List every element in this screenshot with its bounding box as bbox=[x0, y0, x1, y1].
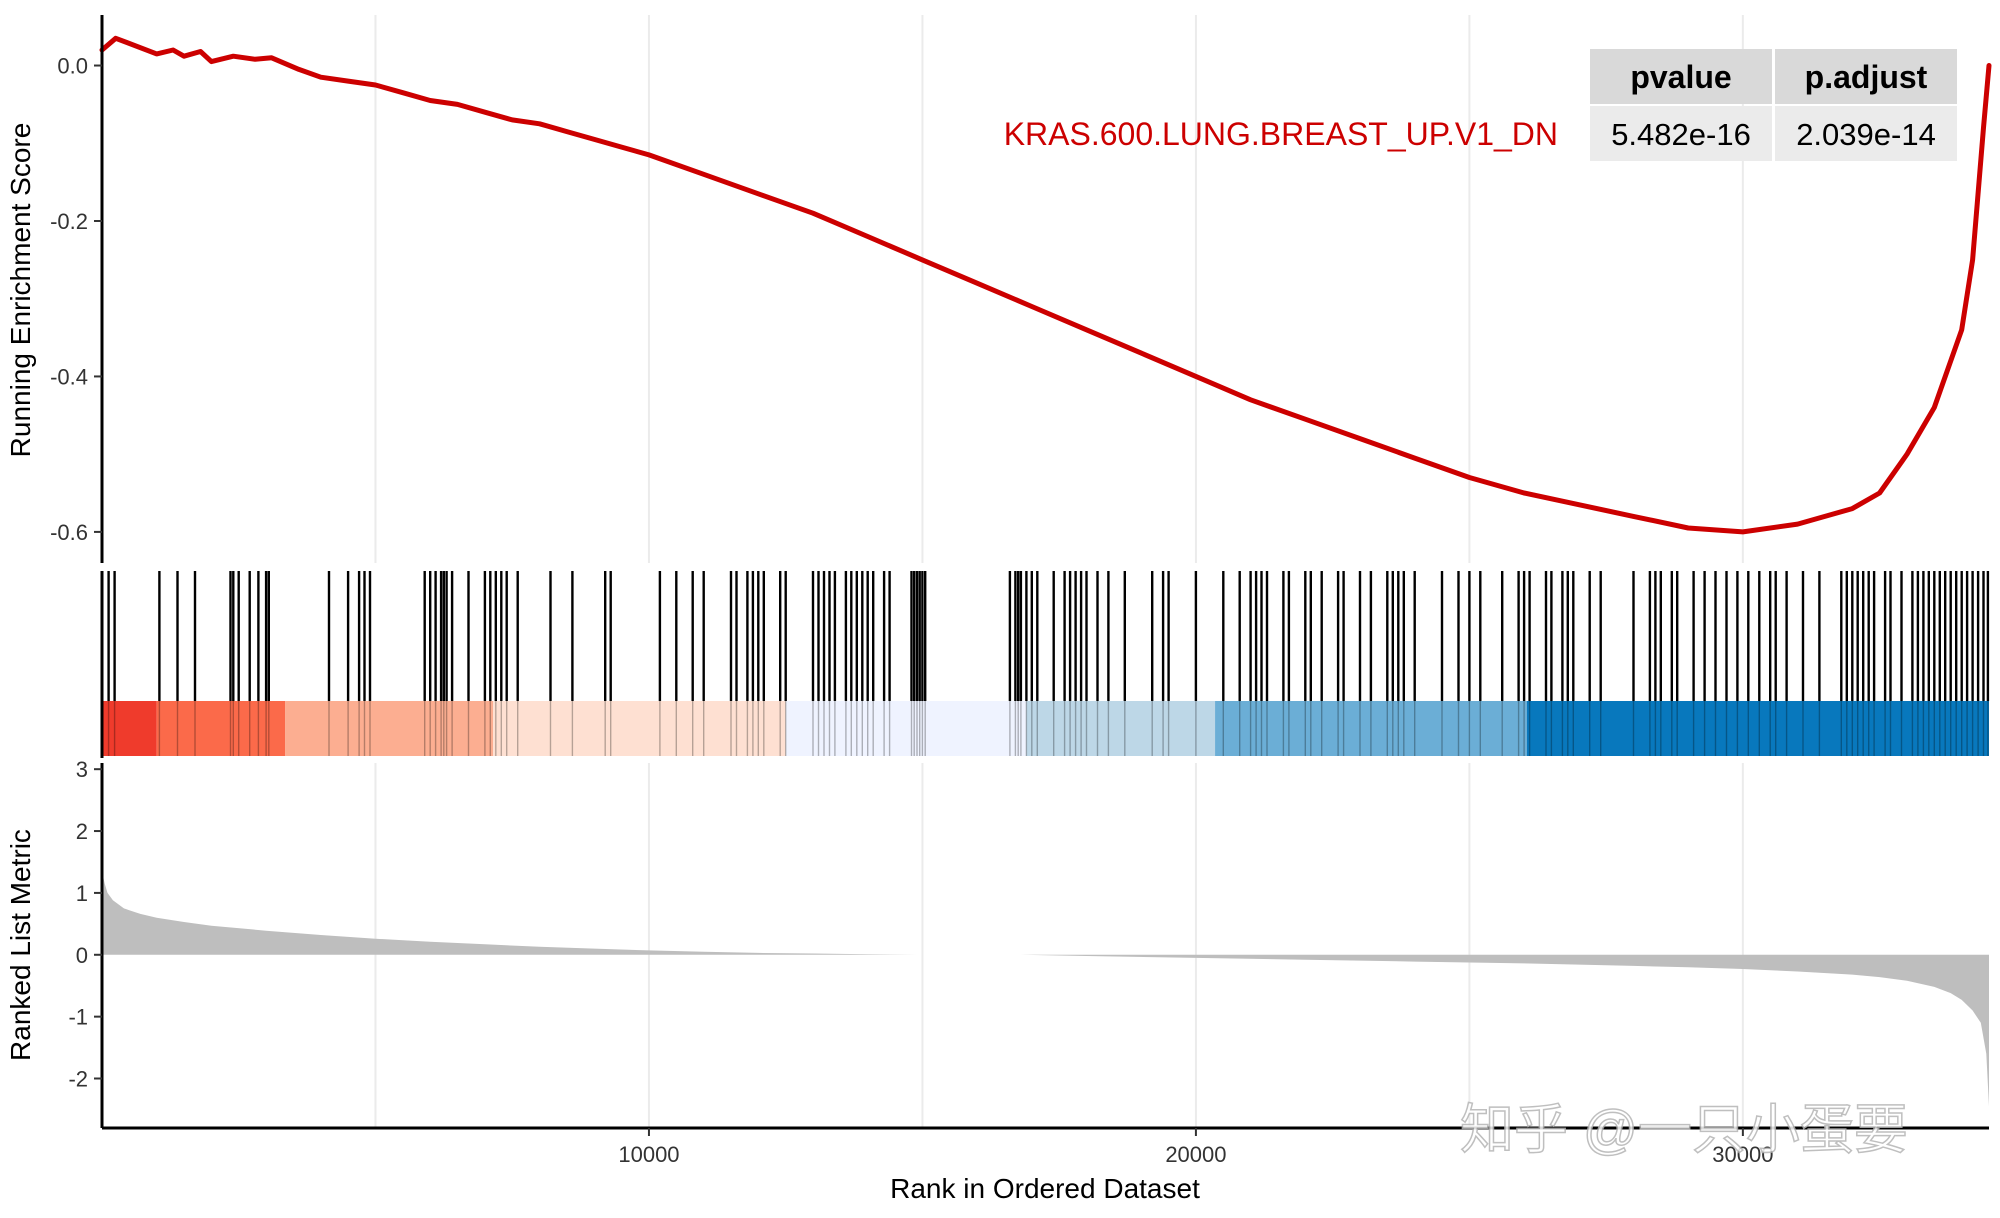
ranked-metric-area bbox=[102, 871, 1989, 1107]
color-band bbox=[156, 701, 286, 756]
y-tick-label-metric: -2 bbox=[68, 1067, 88, 1092]
y-tick-label-es: -0.2 bbox=[50, 209, 88, 234]
x-ticks: 10000 20000 30000 bbox=[618, 1128, 1773, 1167]
x-tick-label: 10000 bbox=[618, 1142, 679, 1167]
running-enrichment-score-line bbox=[99, 35, 1992, 535]
table-cell-pvalue-bg bbox=[1590, 106, 1772, 161]
gridlines-bottom-panel bbox=[374, 763, 1744, 1128]
color-band bbox=[285, 701, 494, 756]
gene-set-hit-lines bbox=[107, 571, 1990, 756]
x-axis-title: Rank in Ordered Dataset bbox=[890, 1173, 1200, 1204]
stats-table: pvalue p.adjust 5.482e-16 2.039e-14 bbox=[1590, 49, 1957, 161]
gene-set-label: KRAS.600.LUNG.BREAST_UP.V1_DN bbox=[1004, 116, 1558, 152]
y-ticks-bottom-panel: 3 2 1 0 -1 -2 bbox=[68, 757, 102, 1092]
y-tick-label-metric: -1 bbox=[68, 1005, 88, 1030]
color-band bbox=[785, 701, 1027, 756]
table-header-padjust: p.adjust bbox=[1805, 59, 1928, 95]
table-header-pvalue: pvalue bbox=[1630, 59, 1731, 95]
gridlines-top-panel bbox=[374, 15, 1744, 563]
table-header-cell-pvalue-bg bbox=[1590, 49, 1772, 104]
y-tick-label-metric: 3 bbox=[76, 757, 88, 782]
y-tick-label-metric: 1 bbox=[76, 881, 88, 906]
table-cell-padjust-bg bbox=[1775, 106, 1957, 161]
color-band bbox=[1215, 701, 1527, 756]
table-value-pvalue: 5.482e-16 bbox=[1611, 117, 1751, 152]
y-tick-label-es: -0.6 bbox=[50, 520, 88, 545]
y-axis-title-es: Running Enrichment Score bbox=[5, 123, 36, 458]
ranked-list-color-bands bbox=[102, 701, 1989, 756]
y-tick-label-es: -0.4 bbox=[50, 364, 88, 389]
watermark: 知乎 @一只小蛋要 bbox=[1460, 1100, 1908, 1160]
y-tick-label-es: 0.0 bbox=[57, 54, 88, 79]
color-band bbox=[1026, 701, 1216, 756]
color-band bbox=[102, 701, 157, 756]
y-ticks-top-panel: 0.0 -0.2 -0.4 -0.6 bbox=[50, 54, 102, 545]
color-band bbox=[1526, 701, 1989, 756]
y-tick-label-metric: 0 bbox=[76, 943, 88, 968]
x-tick-label: 20000 bbox=[1165, 1142, 1226, 1167]
y-axis-title-metric: Ranked List Metric bbox=[5, 829, 36, 1061]
x-tick-label: 30000 bbox=[1712, 1142, 1773, 1167]
table-value-padjust: 2.039e-14 bbox=[1796, 117, 1936, 152]
table-header-cell-padjust-bg bbox=[1775, 49, 1957, 104]
color-band bbox=[493, 701, 786, 756]
y-tick-label-metric: 2 bbox=[76, 819, 88, 844]
